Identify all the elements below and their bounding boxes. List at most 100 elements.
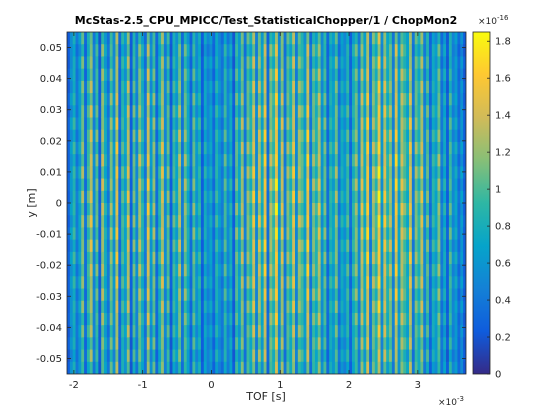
heatmap-cell [354, 361, 359, 374]
heatmap-cell [178, 129, 182, 143]
heatmap-cell [420, 203, 424, 216]
heatmap-cell [448, 361, 453, 374]
heatmap-cell [121, 32, 125, 45]
heatmap-cell [326, 178, 330, 192]
heatmap-cell [226, 349, 231, 363]
heatmap-cell [414, 178, 419, 192]
heatmap-cell [414, 215, 419, 229]
heatmap-cell [409, 190, 413, 204]
heatmap-cell [118, 32, 122, 45]
heatmap-cell [175, 264, 179, 277]
heatmap-cell [109, 361, 114, 374]
heatmap-cell [443, 325, 447, 338]
heatmap-cell [112, 154, 117, 167]
heatmap-cell [124, 117, 128, 131]
heatmap-cell [409, 276, 413, 290]
heatmap-cell [132, 32, 136, 45]
heatmap-cell [84, 215, 88, 229]
heatmap-cell [369, 44, 373, 58]
heatmap-cell [178, 300, 182, 314]
heatmap-cell [397, 129, 402, 143]
heatmap-cell [124, 264, 128, 277]
heatmap-cell [229, 166, 233, 180]
heatmap-cell [209, 215, 213, 229]
heatmap-cell [95, 80, 99, 94]
heatmap-cell [81, 203, 85, 216]
heatmap-cell [257, 227, 262, 241]
heatmap-cell [178, 312, 182, 326]
heatmap-cell [314, 264, 319, 277]
heatmap-cell [189, 154, 193, 167]
heatmap-cell [272, 129, 276, 143]
heatmap-cell [309, 32, 313, 45]
heatmap-cell [295, 215, 299, 229]
heatmap-cell [434, 300, 439, 314]
heatmap-cell [354, 239, 359, 253]
heatmap-cell [389, 129, 393, 143]
heatmap-cell [437, 141, 441, 155]
heatmap-cell [431, 44, 436, 58]
heatmap-cell [312, 178, 316, 192]
heatmap-cell [203, 56, 208, 70]
heatmap-cell [141, 117, 145, 131]
heatmap-cell [340, 178, 345, 192]
heatmap-cell [334, 166, 339, 180]
heatmap-cell [280, 105, 285, 119]
heatmap-cell [223, 276, 228, 290]
heatmap-cell [363, 93, 367, 106]
heatmap-cell [257, 68, 262, 82]
heatmap-cell [218, 239, 222, 253]
heatmap-cell [394, 276, 399, 290]
heatmap-cell [109, 80, 114, 94]
heatmap-cell [124, 80, 128, 94]
heatmap-cell [277, 203, 282, 216]
heatmap-cell [363, 32, 367, 45]
heatmap-cell [289, 361, 293, 374]
heatmap-cell [183, 349, 188, 363]
heatmap-cell [306, 56, 310, 70]
heatmap-cell [346, 117, 350, 131]
heatmap-cell [86, 264, 91, 277]
heatmap-cell [141, 337, 145, 351]
heatmap-cell [161, 215, 165, 229]
heatmap-cell [283, 264, 288, 277]
heatmap-cell [329, 349, 333, 363]
heatmap-cell [448, 300, 453, 314]
heatmap-cell [206, 239, 211, 253]
heatmap-cell [309, 264, 313, 277]
heatmap-cell [81, 117, 85, 131]
heatmap-cell [69, 337, 74, 351]
heatmap-cell [263, 239, 268, 253]
heatmap-cell [206, 32, 211, 45]
heatmap-cell [334, 215, 339, 229]
heatmap-cell [143, 276, 148, 290]
heatmap-cell [374, 288, 379, 302]
heatmap-cell [246, 251, 250, 265]
heatmap-cell [451, 337, 456, 351]
heatmap-cell [81, 141, 85, 155]
heatmap-cell [383, 264, 387, 277]
heatmap-cell [323, 215, 327, 229]
heatmap-cell [200, 227, 205, 241]
heatmap-cell [141, 129, 145, 143]
heatmap-cell [332, 337, 336, 351]
heatmap-cell [104, 178, 108, 192]
heatmap-cell [426, 93, 430, 106]
heatmap-cell [371, 361, 376, 374]
heatmap-cell [380, 93, 384, 106]
heatmap-cell [337, 190, 342, 204]
heatmap-cell [303, 337, 307, 351]
heatmap-cell [146, 264, 151, 277]
heatmap-cell [320, 203, 325, 216]
heatmap-cell [420, 80, 424, 94]
heatmap-cell [303, 300, 307, 314]
heatmap-cell [334, 178, 339, 192]
heatmap-cell [195, 117, 199, 131]
heatmap-cell [314, 68, 319, 82]
heatmap-cell [411, 203, 416, 216]
heatmap-cell [146, 190, 151, 204]
heatmap-cell [183, 203, 188, 216]
heatmap-cell [195, 312, 199, 326]
heatmap-cell [420, 32, 424, 45]
heatmap-cell [98, 44, 102, 58]
